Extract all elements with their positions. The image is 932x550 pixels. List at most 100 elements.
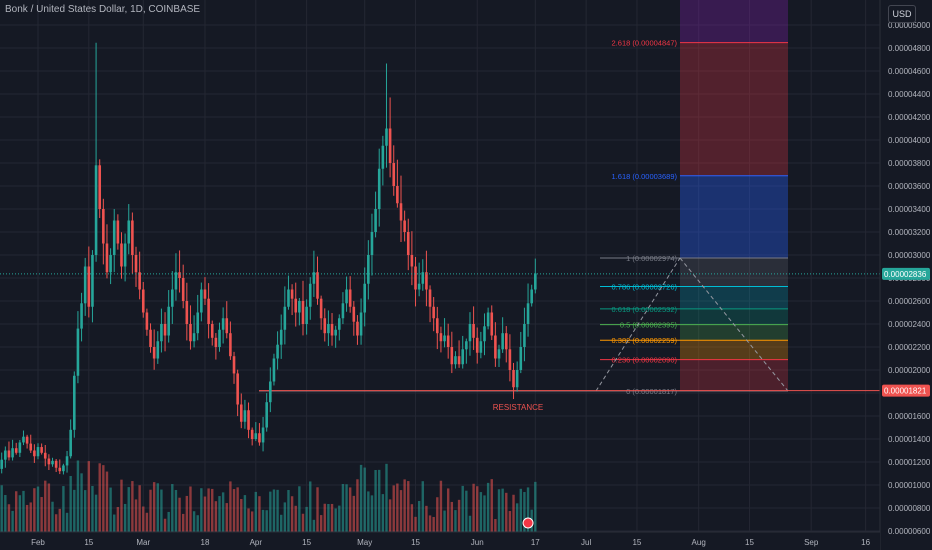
- volume-bar: [341, 484, 345, 532]
- time-tick-label: Aug: [692, 538, 706, 547]
- volume-bar: [283, 502, 287, 532]
- candle-body: [94, 165, 98, 255]
- fib-trend-line-1: [595, 257, 681, 392]
- candle-body: [236, 373, 239, 405]
- candle-body: [301, 301, 305, 324]
- volume-bar: [152, 482, 156, 532]
- price-tick-label: 0.00002400: [888, 320, 931, 329]
- volume-bar: [432, 516, 435, 532]
- candle-body: [534, 273, 537, 290]
- candle-body: [330, 324, 334, 336]
- volume-bar: [370, 495, 374, 532]
- fib-level-label: 2.618 (0.00004847): [612, 39, 678, 48]
- price-tick-label: 0.00003000: [888, 251, 931, 260]
- volume-bar: [407, 481, 410, 532]
- volume-bar: [534, 481, 537, 532]
- volume-bar: [25, 504, 29, 532]
- volume-bar: [396, 483, 399, 532]
- fib-level-label: 1 (0.00002974): [626, 254, 677, 263]
- candle-body: [58, 467, 62, 472]
- volume-bar: [207, 488, 210, 532]
- volume-bar: [305, 506, 308, 532]
- volume-bar: [123, 503, 127, 532]
- candle-body: [40, 447, 43, 453]
- volume-bar: [388, 499, 392, 532]
- candle-body: [243, 410, 247, 422]
- price-tick-label: 0.00004600: [888, 67, 931, 76]
- volume-bar: [47, 483, 51, 532]
- candle-body: [91, 255, 94, 307]
- candle-body: [323, 318, 327, 334]
- time-axis[interactable]: [0, 532, 880, 550]
- volume-bar: [240, 499, 243, 532]
- volume-bar: [501, 488, 504, 532]
- candle-body: [120, 243, 123, 267]
- volume-bar: [312, 519, 316, 532]
- candle-body: [0, 459, 3, 469]
- volume-bar: [486, 482, 490, 532]
- candle-body: [22, 436, 25, 443]
- candle-body: [247, 410, 250, 430]
- volume-bar: [167, 511, 170, 532]
- volume-bar: [116, 507, 120, 532]
- candle-body: [51, 460, 54, 465]
- fib-zone: [680, 175, 788, 258]
- candle-body: [443, 335, 446, 342]
- candle-body: [131, 220, 134, 255]
- time-tick-label: Jul: [581, 538, 591, 547]
- time-tick-label: Sep: [804, 538, 819, 547]
- currency-button[interactable]: USD: [888, 5, 916, 23]
- candle-body: [250, 429, 254, 439]
- candle-body: [265, 402, 268, 428]
- volume-bar: [250, 511, 254, 532]
- volume-bar: [417, 500, 421, 532]
- volume-bar: [192, 511, 196, 532]
- candle-body: [287, 289, 290, 307]
- candle-body: [352, 306, 356, 322]
- candle-body: [308, 283, 312, 307]
- candle-body: [363, 283, 366, 313]
- fib-zone: [680, 257, 788, 287]
- candle-body: [345, 289, 348, 304]
- candle-body: [396, 186, 399, 204]
- candle-body: [221, 318, 225, 330]
- volume-bar: [345, 484, 348, 532]
- candle-body: [421, 272, 425, 284]
- price-tick-label: 0.00002200: [888, 343, 931, 352]
- volume-bar: [465, 490, 468, 532]
- price-tick-label: 0.00003400: [888, 205, 931, 214]
- time-tick-label: Mar: [136, 538, 150, 547]
- candle-body: [490, 312, 494, 336]
- candle-body: [367, 255, 370, 284]
- candle-body: [428, 289, 432, 307]
- candle-body: [337, 318, 341, 330]
- fib-level-label: 0 (0.00001817): [626, 387, 677, 396]
- candle-body: [272, 358, 276, 382]
- volume-bar: [399, 490, 403, 532]
- candle-body: [526, 303, 530, 324]
- support-price-tag-text: 0.00001821: [884, 387, 927, 396]
- candle-body: [461, 349, 465, 365]
- candle-body: [207, 298, 210, 324]
- price-tick-label: 0.00002000: [888, 366, 931, 375]
- volume-bar: [359, 464, 363, 532]
- volume-bar: [247, 508, 250, 532]
- volume-bar: [410, 504, 414, 532]
- fib-zone-top: [680, 0, 788, 43]
- time-tick-label: 15: [411, 538, 420, 547]
- event-marker-icon[interactable]: [522, 517, 534, 529]
- volume-bar: [163, 518, 167, 532]
- volume-bar: [131, 481, 134, 532]
- fib-zone: [680, 340, 788, 360]
- fib-zone: [680, 286, 788, 309]
- price-tick-label: 0.00001600: [888, 412, 931, 421]
- fib-zone: [680, 324, 788, 341]
- volume-bar: [138, 485, 141, 532]
- candle-body: [515, 370, 519, 388]
- last-price-tag-text: 0.00002836: [884, 270, 927, 279]
- volume-bar: [18, 495, 22, 532]
- candle-body: [446, 335, 450, 347]
- candle-body: [370, 232, 374, 255]
